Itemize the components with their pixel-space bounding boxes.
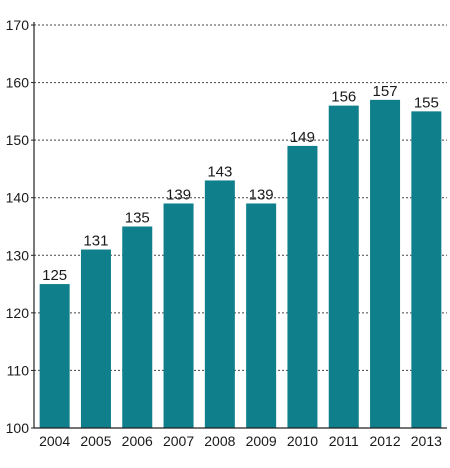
data-label-2009: 139 [249, 186, 274, 203]
bar-2010 [287, 145, 318, 428]
bar-2012 [370, 99, 401, 428]
x-tick-label-2013: 2013 [411, 433, 442, 449]
y-tick-labels: 100 110 120 130 140 150 160 170 [6, 17, 30, 436]
bar-2011 [328, 105, 359, 428]
y-tick-label-170: 170 [6, 17, 30, 33]
bar-2008 [204, 180, 235, 428]
y-tick-label-160: 160 [6, 75, 30, 91]
data-label-2010: 149 [290, 129, 315, 146]
bar-2007 [163, 203, 194, 428]
x-tick-label-2009: 2009 [246, 433, 277, 449]
data-label-2013: 155 [414, 94, 439, 111]
bar-2013 [411, 111, 442, 428]
y-tick-label-120: 120 [6, 305, 30, 321]
y-tick-label-100: 100 [6, 420, 30, 436]
data-labels: 125 131 135 139 143 139 149 156 157 155 [42, 83, 439, 284]
bar-2009 [246, 203, 277, 428]
axes [31, 22, 447, 429]
data-label-2011: 156 [331, 89, 356, 106]
data-label-2012: 157 [373, 83, 398, 100]
data-label-2004: 125 [42, 267, 67, 284]
x-tick-label-2010: 2010 [287, 433, 318, 449]
x-tick-label-2005: 2005 [80, 433, 111, 449]
y-tick-label-150: 150 [6, 132, 30, 148]
x-tick-label-2012: 2012 [369, 433, 400, 449]
x-tick-label-2011: 2011 [329, 433, 359, 449]
y-tick-label-140: 140 [6, 190, 30, 206]
x-tick-label-2007: 2007 [163, 433, 194, 449]
data-label-2007: 139 [166, 186, 191, 203]
bars [39, 99, 442, 428]
x-tick-label-2008: 2008 [204, 433, 235, 449]
x-tick-label-2006: 2006 [122, 433, 153, 449]
x-tick-labels: 2004 2005 2006 2007 2008 2009 2010 2011 2012 2013 [39, 433, 442, 449]
data-label-2006: 135 [125, 210, 150, 227]
bar-2004 [39, 284, 70, 428]
y-tick-label-110: 110 [7, 362, 30, 378]
data-label-2005: 131 [83, 233, 108, 250]
x-tick-label-2004: 2004 [39, 433, 70, 449]
y-tick-label-130: 130 [6, 247, 30, 263]
bar-2005 [80, 249, 111, 428]
bar-2006 [122, 226, 153, 428]
data-label-2008: 143 [207, 163, 232, 180]
